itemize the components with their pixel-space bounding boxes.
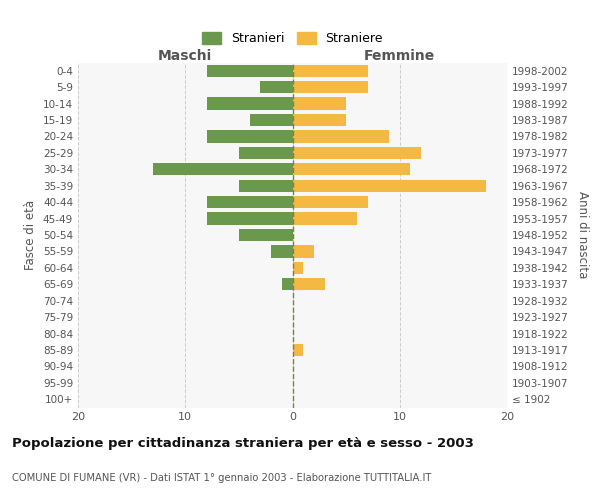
Bar bbox=[239, 180, 293, 192]
Bar bbox=[293, 163, 410, 175]
Bar bbox=[293, 262, 303, 274]
Bar bbox=[293, 146, 421, 159]
Bar bbox=[293, 98, 346, 110]
Bar bbox=[293, 114, 346, 126]
Bar bbox=[206, 130, 293, 142]
Bar bbox=[293, 81, 368, 94]
Bar bbox=[239, 229, 293, 241]
Bar bbox=[206, 196, 293, 208]
Y-axis label: Anni di nascita: Anni di nascita bbox=[575, 192, 589, 278]
Text: Maschi: Maschi bbox=[158, 48, 212, 62]
Bar bbox=[293, 64, 368, 77]
Bar bbox=[239, 146, 293, 159]
Bar bbox=[206, 64, 293, 77]
Bar bbox=[206, 212, 293, 224]
Bar bbox=[250, 114, 293, 126]
Bar bbox=[293, 130, 389, 142]
Text: Popolazione per cittadinanza straniera per età e sesso - 2003: Popolazione per cittadinanza straniera p… bbox=[12, 438, 474, 450]
Bar bbox=[293, 196, 368, 208]
Bar bbox=[293, 246, 314, 258]
Bar bbox=[282, 278, 293, 290]
Bar bbox=[293, 180, 485, 192]
Legend: Stranieri, Straniere: Stranieri, Straniere bbox=[197, 28, 388, 50]
Bar bbox=[271, 246, 293, 258]
Bar bbox=[206, 98, 293, 110]
Text: Femmine: Femmine bbox=[364, 48, 436, 62]
Bar bbox=[293, 212, 357, 224]
Text: COMUNE DI FUMANE (VR) - Dati ISTAT 1° gennaio 2003 - Elaborazione TUTTITALIA.IT: COMUNE DI FUMANE (VR) - Dati ISTAT 1° ge… bbox=[12, 473, 431, 483]
Bar bbox=[293, 278, 325, 290]
Bar bbox=[153, 163, 293, 175]
Bar bbox=[293, 344, 303, 356]
Bar bbox=[260, 81, 293, 94]
Y-axis label: Fasce di età: Fasce di età bbox=[25, 200, 37, 270]
